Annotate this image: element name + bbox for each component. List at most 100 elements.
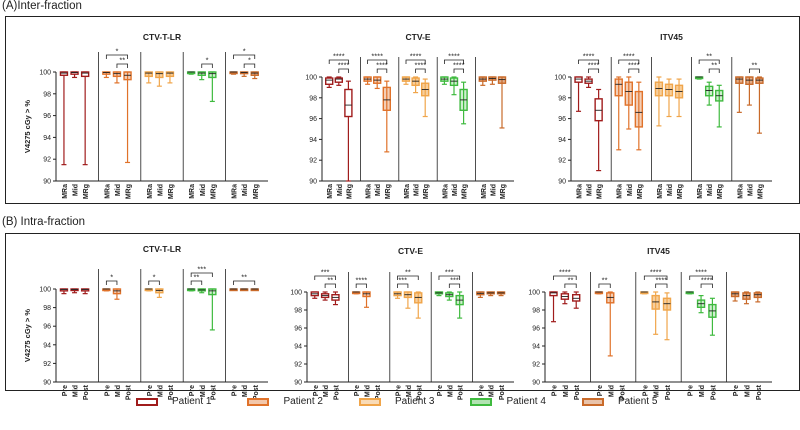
category-label: MRa: [442, 184, 449, 199]
category-label: Mid: [627, 184, 634, 196]
box: [654, 81, 664, 97]
category-label: Mid: [406, 385, 413, 397]
significance-label: ****: [355, 276, 367, 285]
category-label: Mid: [200, 184, 207, 196]
y-tick-label: 98: [294, 308, 302, 315]
legend-swatch-patient-5: [581, 397, 604, 406]
y-tick-label: 100: [39, 70, 51, 77]
significance-label: ***: [450, 276, 459, 285]
significance-bracket: [201, 63, 213, 68]
significance-bracket: [578, 59, 600, 64]
legend-item-patient-1: Patient 1: [136, 396, 211, 407]
significance-bracket: [748, 68, 760, 73]
category-label: Post: [458, 384, 465, 400]
significance-bracket: [190, 272, 213, 277]
category-label: Mid: [707, 184, 714, 196]
legend-label: Patient 3: [394, 396, 435, 407]
box: [382, 86, 391, 111]
significance-bracket: [397, 275, 419, 280]
significance-bracket: [355, 283, 367, 288]
category-label: Post: [499, 384, 506, 400]
significance-bracket: [643, 275, 668, 280]
significance-label: ***: [197, 265, 206, 274]
y-tick-label: 98: [309, 95, 317, 102]
category-label: Post: [416, 384, 423, 400]
category-label: Mid: [200, 385, 207, 397]
significance-label: **: [751, 61, 757, 70]
category-label: Mid: [157, 385, 164, 397]
significance-label: ****: [623, 52, 635, 61]
category-label: Pre: [597, 385, 604, 396]
box: [155, 288, 164, 294]
category-label: Mid: [115, 385, 122, 397]
box: [112, 71, 122, 78]
category-label: MRg: [168, 184, 175, 199]
chart-title: ITV45: [660, 32, 683, 42]
y-tick-label: 92: [43, 361, 51, 368]
significance-label: ****: [453, 61, 465, 70]
category-label: Pre: [232, 385, 239, 396]
legend-item-patient-3: Patient 3: [358, 396, 435, 407]
legend: Patient 1 Patient 2 Patient 3 Patient 4 …: [136, 396, 693, 407]
box: [362, 291, 371, 298]
significance-label: *: [248, 56, 251, 65]
category-label: Pre: [437, 385, 444, 396]
category-label: Mid: [587, 184, 594, 196]
category-label: Mid: [337, 184, 344, 196]
box: [144, 71, 153, 78]
category-label: Mid: [699, 385, 706, 397]
significance-label: ****: [338, 61, 350, 70]
category-label: Post: [126, 384, 133, 400]
legend-label: Patient 1: [172, 396, 212, 407]
significance-label: ****: [655, 276, 667, 285]
y-tick-label: 98: [43, 91, 51, 98]
significance-bracket: [655, 283, 668, 288]
legend-label: Patient 2: [283, 396, 323, 407]
category-label: Pre: [189, 385, 196, 396]
y-tick-label: 94: [43, 135, 51, 142]
significance-label: ****: [376, 61, 388, 70]
significance-label: ****: [583, 52, 595, 61]
significance-label: **: [119, 56, 125, 65]
significance-bracket: [233, 280, 256, 285]
y-tick-label: 94: [294, 344, 302, 351]
category-label: MRg: [385, 184, 392, 199]
category-label: Pre: [147, 385, 154, 396]
y-tick-label: 94: [43, 342, 51, 349]
section-a-label: (A)Inter-fraction: [2, 0, 82, 12]
box: [755, 77, 764, 84]
significance-bracket: [689, 275, 713, 280]
category-label: MRa: [481, 184, 488, 199]
box: [80, 71, 90, 78]
y-tick-label: 100: [554, 75, 566, 82]
category-label: Mid: [447, 385, 454, 397]
category-label: MRg: [83, 184, 90, 199]
significance-label: ****: [628, 61, 640, 70]
y-tick-label: 96: [309, 116, 317, 123]
chart-title: ITV45: [647, 246, 670, 256]
category-label: Pre: [688, 385, 695, 396]
box: [155, 71, 164, 79]
legend-swatch-patient-2: [247, 397, 270, 406]
category-label: Mid: [667, 184, 674, 196]
significance-label: **: [706, 52, 712, 61]
category-label: Pre: [733, 385, 740, 396]
significance-label: *: [206, 56, 209, 65]
legend-swatch-patient-4: [470, 397, 493, 406]
category-label: Mid: [563, 385, 570, 397]
legend-item-patient-4: Patient 4: [470, 396, 546, 407]
box: [334, 77, 343, 83]
significance-bracket: [376, 68, 388, 73]
significance-bracket: [233, 54, 256, 59]
y-tick-label: 90: [43, 179, 51, 186]
significance-label: **: [711, 61, 717, 70]
y-tick-label: 90: [294, 380, 302, 387]
significance-bracket: [453, 68, 464, 73]
y-tick-label: 92: [309, 158, 317, 165]
category-label: Mid: [242, 184, 249, 196]
y-tick-label: 100: [305, 75, 317, 82]
significance-label: *: [115, 47, 118, 56]
box: [735, 76, 744, 84]
y-tick-label: 92: [294, 362, 302, 369]
significance-label: ****: [410, 52, 422, 61]
